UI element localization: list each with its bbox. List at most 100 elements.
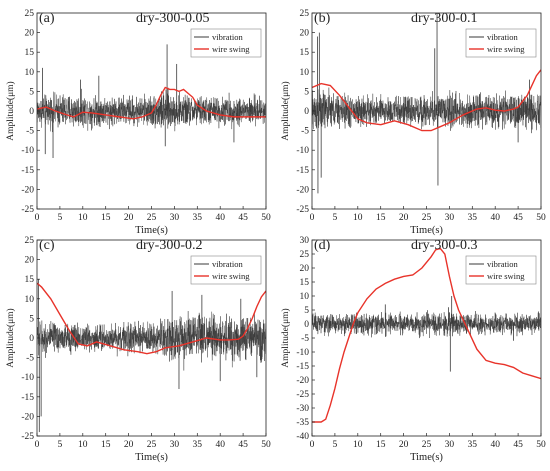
y-tick-label: 10 <box>25 295 35 305</box>
x-tick-label: 15 <box>101 440 111 450</box>
x-tick-label: 10 <box>78 213 88 223</box>
x-tick-label: 45 <box>238 213 248 223</box>
y-tick-label: 5 <box>304 87 309 97</box>
y-tick-label: 0 <box>29 334 34 344</box>
y-tick-label: -25 <box>21 432 34 442</box>
y-tick-label: -25 <box>296 390 309 400</box>
x-tick-label: 15 <box>101 213 111 223</box>
vibration-series <box>37 88 266 132</box>
x-tick-label: 25 <box>422 440 432 450</box>
y-tick-label: 5 <box>29 87 34 97</box>
x-tick-label: 45 <box>238 440 248 450</box>
x-tick-label: 50 <box>261 440 271 450</box>
y-tick-label: 10 <box>300 292 310 302</box>
y-tick-label: -15 <box>21 393 34 403</box>
y-tick-label: -10 <box>21 146 34 156</box>
y-tick-label: 20 <box>25 256 35 266</box>
y-tick-label: -15 <box>296 362 309 372</box>
x-tick-label: 5 <box>58 440 63 450</box>
y-tick-label: 20 <box>300 29 310 39</box>
y-tick-label: 20 <box>300 264 310 274</box>
y-tick-label: 15 <box>300 48 310 58</box>
wire-swing-series <box>312 70 541 131</box>
y-tick-label: 30 <box>300 236 310 246</box>
x-tick-label: 50 <box>536 213 546 223</box>
legend-vibration-label: vibration <box>487 259 518 269</box>
y-tick-label: -20 <box>296 376 309 386</box>
panel-title: dry-300-0.2 <box>136 238 203 253</box>
x-tick-label: 30 <box>170 213 180 223</box>
y-tick-label: -20 <box>21 412 34 422</box>
legend-wire-swing-label: wire swing <box>487 44 525 54</box>
y-tick-label: 25 <box>25 236 35 246</box>
panel-title: dry-300-0.1 <box>411 11 478 26</box>
y-tick-label: -15 <box>21 166 34 176</box>
x-tick-label: 10 <box>78 440 88 450</box>
plot-area <box>37 44 266 158</box>
y-tick-label: 5 <box>304 306 309 316</box>
legend-wire-swing-label: wire swing <box>212 271 250 281</box>
panel-label: (a) <box>39 11 55 26</box>
panel-label: (b) <box>314 11 331 26</box>
y-tick-label: 15 <box>25 275 35 285</box>
y-tick-label: 5 <box>29 314 34 324</box>
y-tick-label: -20 <box>21 185 34 195</box>
x-tick-label: 50 <box>536 440 546 450</box>
y-axis-title: Amplitude(μm) <box>280 308 291 367</box>
y-tick-label: -40 <box>296 432 309 442</box>
vibration-series <box>37 311 266 370</box>
x-tick-label: 0 <box>35 213 40 223</box>
y-tick-label: 0 <box>304 107 309 117</box>
x-tick-label: 45 <box>513 440 523 450</box>
y-tick-label: -25 <box>296 205 309 215</box>
x-tick-label: 30 <box>445 213 455 223</box>
legend-wire-swing-label: wire swing <box>212 44 250 54</box>
legend-wire-swing-label: wire swing <box>487 271 525 281</box>
x-tick-label: 20 <box>399 440 409 450</box>
y-axis-title: Amplitude(μm) <box>5 308 16 367</box>
panel-title: dry-300-0.05 <box>136 11 210 26</box>
x-tick-label: 35 <box>193 213 203 223</box>
y-tick-label: -5 <box>26 127 34 137</box>
y-axis-title: Amplitude(μm) <box>280 81 291 140</box>
x-tick-label: 20 <box>124 440 134 450</box>
x-tick-label: 40 <box>490 213 500 223</box>
x-axis-title: Time(s) <box>135 452 168 463</box>
x-tick-label: 5 <box>333 213 338 223</box>
y-tick-label: -15 <box>296 166 309 176</box>
y-tick-label: 15 <box>25 48 35 58</box>
x-tick-label: 30 <box>445 440 455 450</box>
y-tick-label: 25 <box>300 9 310 19</box>
y-tick-label: -5 <box>301 334 309 344</box>
x-tick-label: 35 <box>468 440 478 450</box>
x-tick-label: 25 <box>147 213 157 223</box>
y-tick-label: -10 <box>296 146 309 156</box>
x-axis-title: Time(s) <box>135 225 168 236</box>
x-axis-title: Time(s) <box>410 225 443 236</box>
y-tick-label: -10 <box>296 348 309 358</box>
x-tick-label: 40 <box>215 213 225 223</box>
y-axis-title: Amplitude(μm) <box>5 81 16 140</box>
y-tick-label: 10 <box>300 68 310 78</box>
x-tick-label: 10 <box>353 213 363 223</box>
x-tick-label: 0 <box>35 440 40 450</box>
y-tick-label: 15 <box>300 278 310 288</box>
y-tick-label: 0 <box>304 320 309 330</box>
panel-label: (c) <box>39 238 55 253</box>
y-tick-label: 25 <box>300 250 310 260</box>
y-tick-label: -5 <box>26 354 34 364</box>
x-axis-title: Time(s) <box>410 452 443 463</box>
x-tick-label: 15 <box>376 213 386 223</box>
x-tick-label: 10 <box>353 440 363 450</box>
y-tick-label: -30 <box>296 404 309 414</box>
plot-area <box>37 279 266 432</box>
y-tick-label: -35 <box>296 418 309 428</box>
x-tick-label: 25 <box>422 213 432 223</box>
x-tick-label: 40 <box>215 440 225 450</box>
y-tick-label: 20 <box>25 29 35 39</box>
